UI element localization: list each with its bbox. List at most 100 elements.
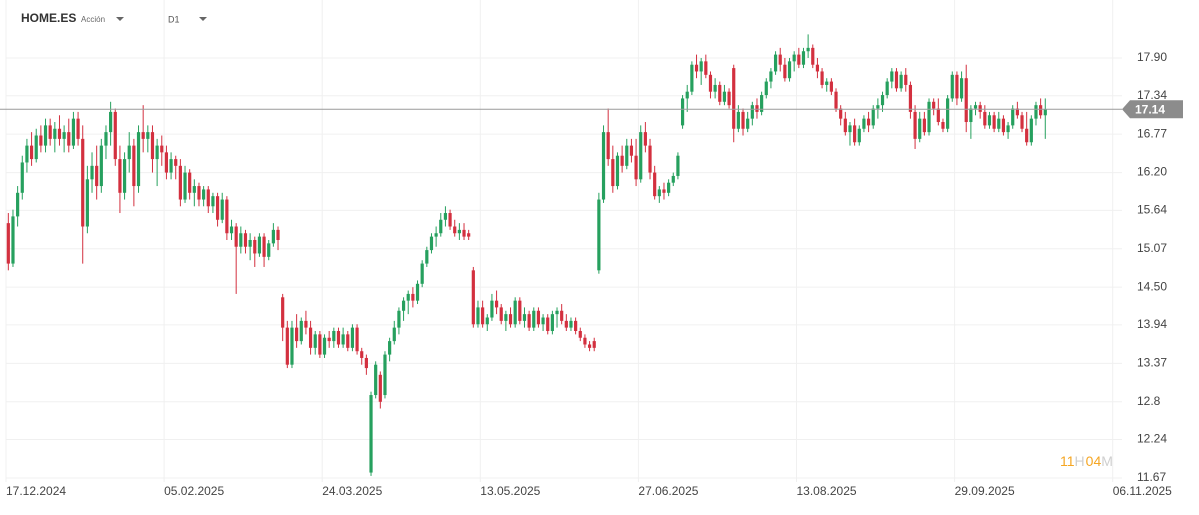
- candle-body: [913, 111, 917, 139]
- candle-body: [560, 310, 564, 321]
- symbol-dropdown[interactable]: [116, 17, 124, 21]
- candle-body: [601, 132, 606, 200]
- candle-body: [253, 239, 257, 254]
- candle-body: [611, 159, 615, 187]
- candle-body: [43, 125, 48, 146]
- candle-body: [1029, 118, 1033, 143]
- candle-body: [797, 54, 801, 65]
- candle-body: [374, 364, 378, 396]
- candle-body: [1025, 128, 1029, 143]
- candle-body: [546, 317, 550, 331]
- candle-body: [648, 145, 652, 173]
- candle-body: [164, 152, 169, 173]
- candle-body: [1015, 108, 1019, 116]
- candle-body: [592, 341, 596, 348]
- x-tick-label: 27.06.2025: [638, 484, 698, 498]
- candle-body: [295, 327, 299, 342]
- candle-body: [113, 111, 117, 160]
- countdown-h: H: [1075, 453, 1085, 469]
- candle-body: [643, 132, 647, 146]
- candle-body: [462, 229, 466, 237]
- candle-body: [411, 293, 415, 301]
- candle-body: [955, 74, 959, 99]
- candle-body: [713, 84, 717, 92]
- candle-body: [341, 334, 345, 345]
- candle-body: [443, 213, 448, 220]
- candle-body: [727, 91, 731, 106]
- x-tick-label: 17.12.2024: [6, 484, 66, 498]
- timeframe[interactable]: D1: [168, 14, 180, 24]
- candle-body: [90, 165, 94, 180]
- candle-body: [504, 314, 508, 321]
- candle-body: [118, 159, 122, 193]
- candle-body: [467, 233, 471, 237]
- candle-body: [815, 64, 820, 72]
- candle-body: [122, 159, 127, 193]
- candle-body: [285, 327, 289, 365]
- candle-body: [704, 61, 708, 75]
- candle-body: [629, 145, 634, 156]
- candle-body: [750, 105, 754, 119]
- candle-body: [267, 243, 271, 257]
- candle-body: [885, 81, 889, 96]
- candle-body: [397, 310, 401, 328]
- candle-body: [736, 111, 740, 129]
- candle-body: [834, 91, 838, 109]
- candle-body: [81, 138, 85, 227]
- candle-body: [853, 125, 857, 143]
- candle-body: [820, 71, 824, 85]
- candle-body: [20, 162, 24, 193]
- candle-body: [490, 300, 494, 318]
- candle-body: [169, 159, 173, 173]
- y-tick-label: 15.07: [1137, 241, 1167, 255]
- candle-body: [211, 196, 215, 207]
- candle-body: [481, 307, 485, 325]
- timeframe-dropdown[interactable]: [199, 17, 207, 21]
- axes: 11.67 12.24 12.8 13.37 13.94 14.50 15.07 15.64 1…: [0, 50, 1183, 498]
- candle-body: [657, 189, 661, 197]
- candle-body: [583, 337, 587, 345]
- candle-body: [978, 105, 982, 112]
- candle-body: [741, 111, 745, 129]
- candle-body: [457, 229, 461, 234]
- candle-body: [415, 283, 420, 301]
- candle-body: [839, 108, 843, 119]
- candle-body: [85, 179, 89, 227]
- candle-body: [862, 118, 866, 129]
- candle-body: [57, 128, 62, 139]
- candle-body: [304, 320, 308, 328]
- candle-body: [569, 320, 573, 328]
- candle-body: [699, 61, 703, 72]
- candle-body: [597, 199, 601, 271]
- y-tick-label: 12.8: [1137, 394, 1161, 408]
- candle-body: [62, 132, 66, 139]
- candle-body: [388, 341, 392, 355]
- candle-body: [932, 101, 936, 109]
- candle-body: [494, 300, 499, 308]
- candle-body: [257, 236, 262, 254]
- candle-body: [197, 186, 201, 200]
- candle-body: [992, 115, 996, 129]
- candle-body: [527, 314, 531, 328]
- x-tick-label: 13.05.2025: [480, 484, 540, 498]
- candle-body: [485, 317, 489, 325]
- candle-body: [109, 111, 113, 133]
- candle-body: [829, 81, 833, 92]
- candle-body: [215, 196, 220, 220]
- candle-body: [192, 186, 196, 193]
- candle-body: [308, 327, 313, 348]
- candle-body: [662, 189, 666, 193]
- candle-body: [262, 236, 266, 257]
- candle-body: [578, 330, 582, 338]
- candle-body: [508, 314, 513, 325]
- candle-body: [927, 101, 931, 133]
- candle-body: [229, 226, 234, 234]
- symbol[interactable]: HOME.ES: [21, 11, 76, 25]
- candle-body: [755, 105, 759, 112]
- candle-body: [476, 307, 480, 325]
- candle-body: [1039, 105, 1043, 116]
- candle-body: [997, 118, 1001, 129]
- candle-body: [871, 108, 875, 126]
- candle-body: [378, 374, 382, 402]
